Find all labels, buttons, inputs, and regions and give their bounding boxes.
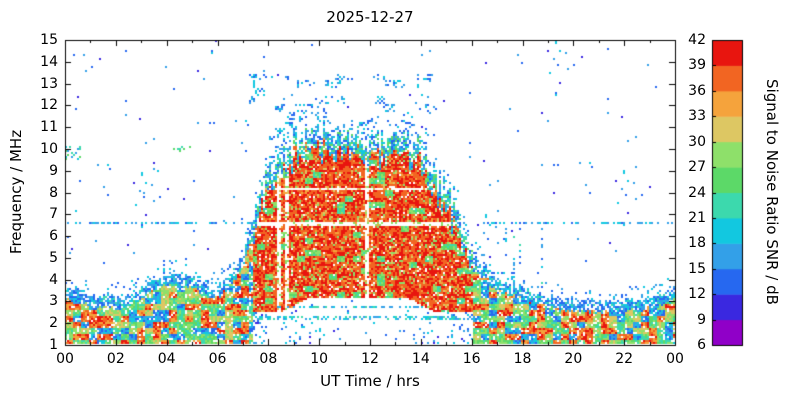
- x-tick-label: 18: [513, 351, 532, 367]
- y-tick-label: 1: [49, 337, 58, 353]
- y-tick-label: 14: [40, 53, 58, 70]
- colorbar-tick-label: 6: [697, 337, 706, 353]
- y-tick-label: 5: [49, 249, 58, 266]
- colorbar-tick-label: 39: [688, 57, 706, 74]
- colorbar-tick-label: 21: [688, 209, 706, 226]
- y-tick-label: 7: [49, 206, 58, 223]
- colorbar-tick-label: 15: [688, 260, 706, 277]
- y-tick-label: 15: [40, 32, 58, 48]
- colorbar-tick-label: 27: [688, 159, 706, 176]
- y-tick-label: 13: [40, 75, 58, 92]
- colorbar-tick-label: 30: [688, 133, 706, 150]
- y-tick-label: 11: [40, 119, 58, 136]
- y-tick-label: 8: [49, 184, 58, 201]
- y-tick-label: 6: [49, 228, 58, 245]
- y-tick-label: 3: [49, 293, 58, 310]
- x-tick-label: 00: [56, 351, 74, 367]
- colorbar-tick-label: 42: [688, 32, 706, 48]
- x-axis-label: UT Time / hrs: [320, 372, 420, 390]
- x-tick-label: 14: [411, 351, 430, 367]
- y-tick-label: 4: [49, 271, 58, 288]
- x-tick-label: 00: [666, 351, 684, 367]
- x-tick-label: 02: [106, 351, 125, 367]
- x-tick-label: 04: [157, 351, 176, 367]
- y-tick-label: 10: [40, 140, 58, 157]
- colorbar-label: Signal to Noise Ratio SNR / dB: [763, 79, 781, 305]
- x-tick-label: 06: [208, 351, 227, 367]
- x-tick-label: 10: [310, 351, 329, 367]
- colorbar-tick-label: 24: [688, 184, 706, 201]
- x-tick-label: 22: [615, 351, 634, 367]
- colorbar-tick-label: 9: [697, 311, 706, 328]
- colorbar-tick-label: 36: [688, 82, 706, 99]
- x-tick-label: 20: [564, 351, 583, 367]
- x-tick-label: 16: [462, 351, 481, 367]
- y-tick-label: 12: [40, 97, 58, 114]
- y-tick-label: 2: [49, 315, 58, 332]
- colorbar-tick-label: 12: [688, 286, 706, 303]
- colorbar-tick-label: 18: [688, 235, 706, 252]
- y-tick-label: 9: [49, 162, 58, 179]
- x-tick-label: 12: [361, 351, 379, 367]
- colorbar-tick-label: 33: [688, 108, 706, 125]
- chart-title: 2025-12-27: [326, 8, 414, 26]
- x-tick-label: 08: [259, 351, 278, 367]
